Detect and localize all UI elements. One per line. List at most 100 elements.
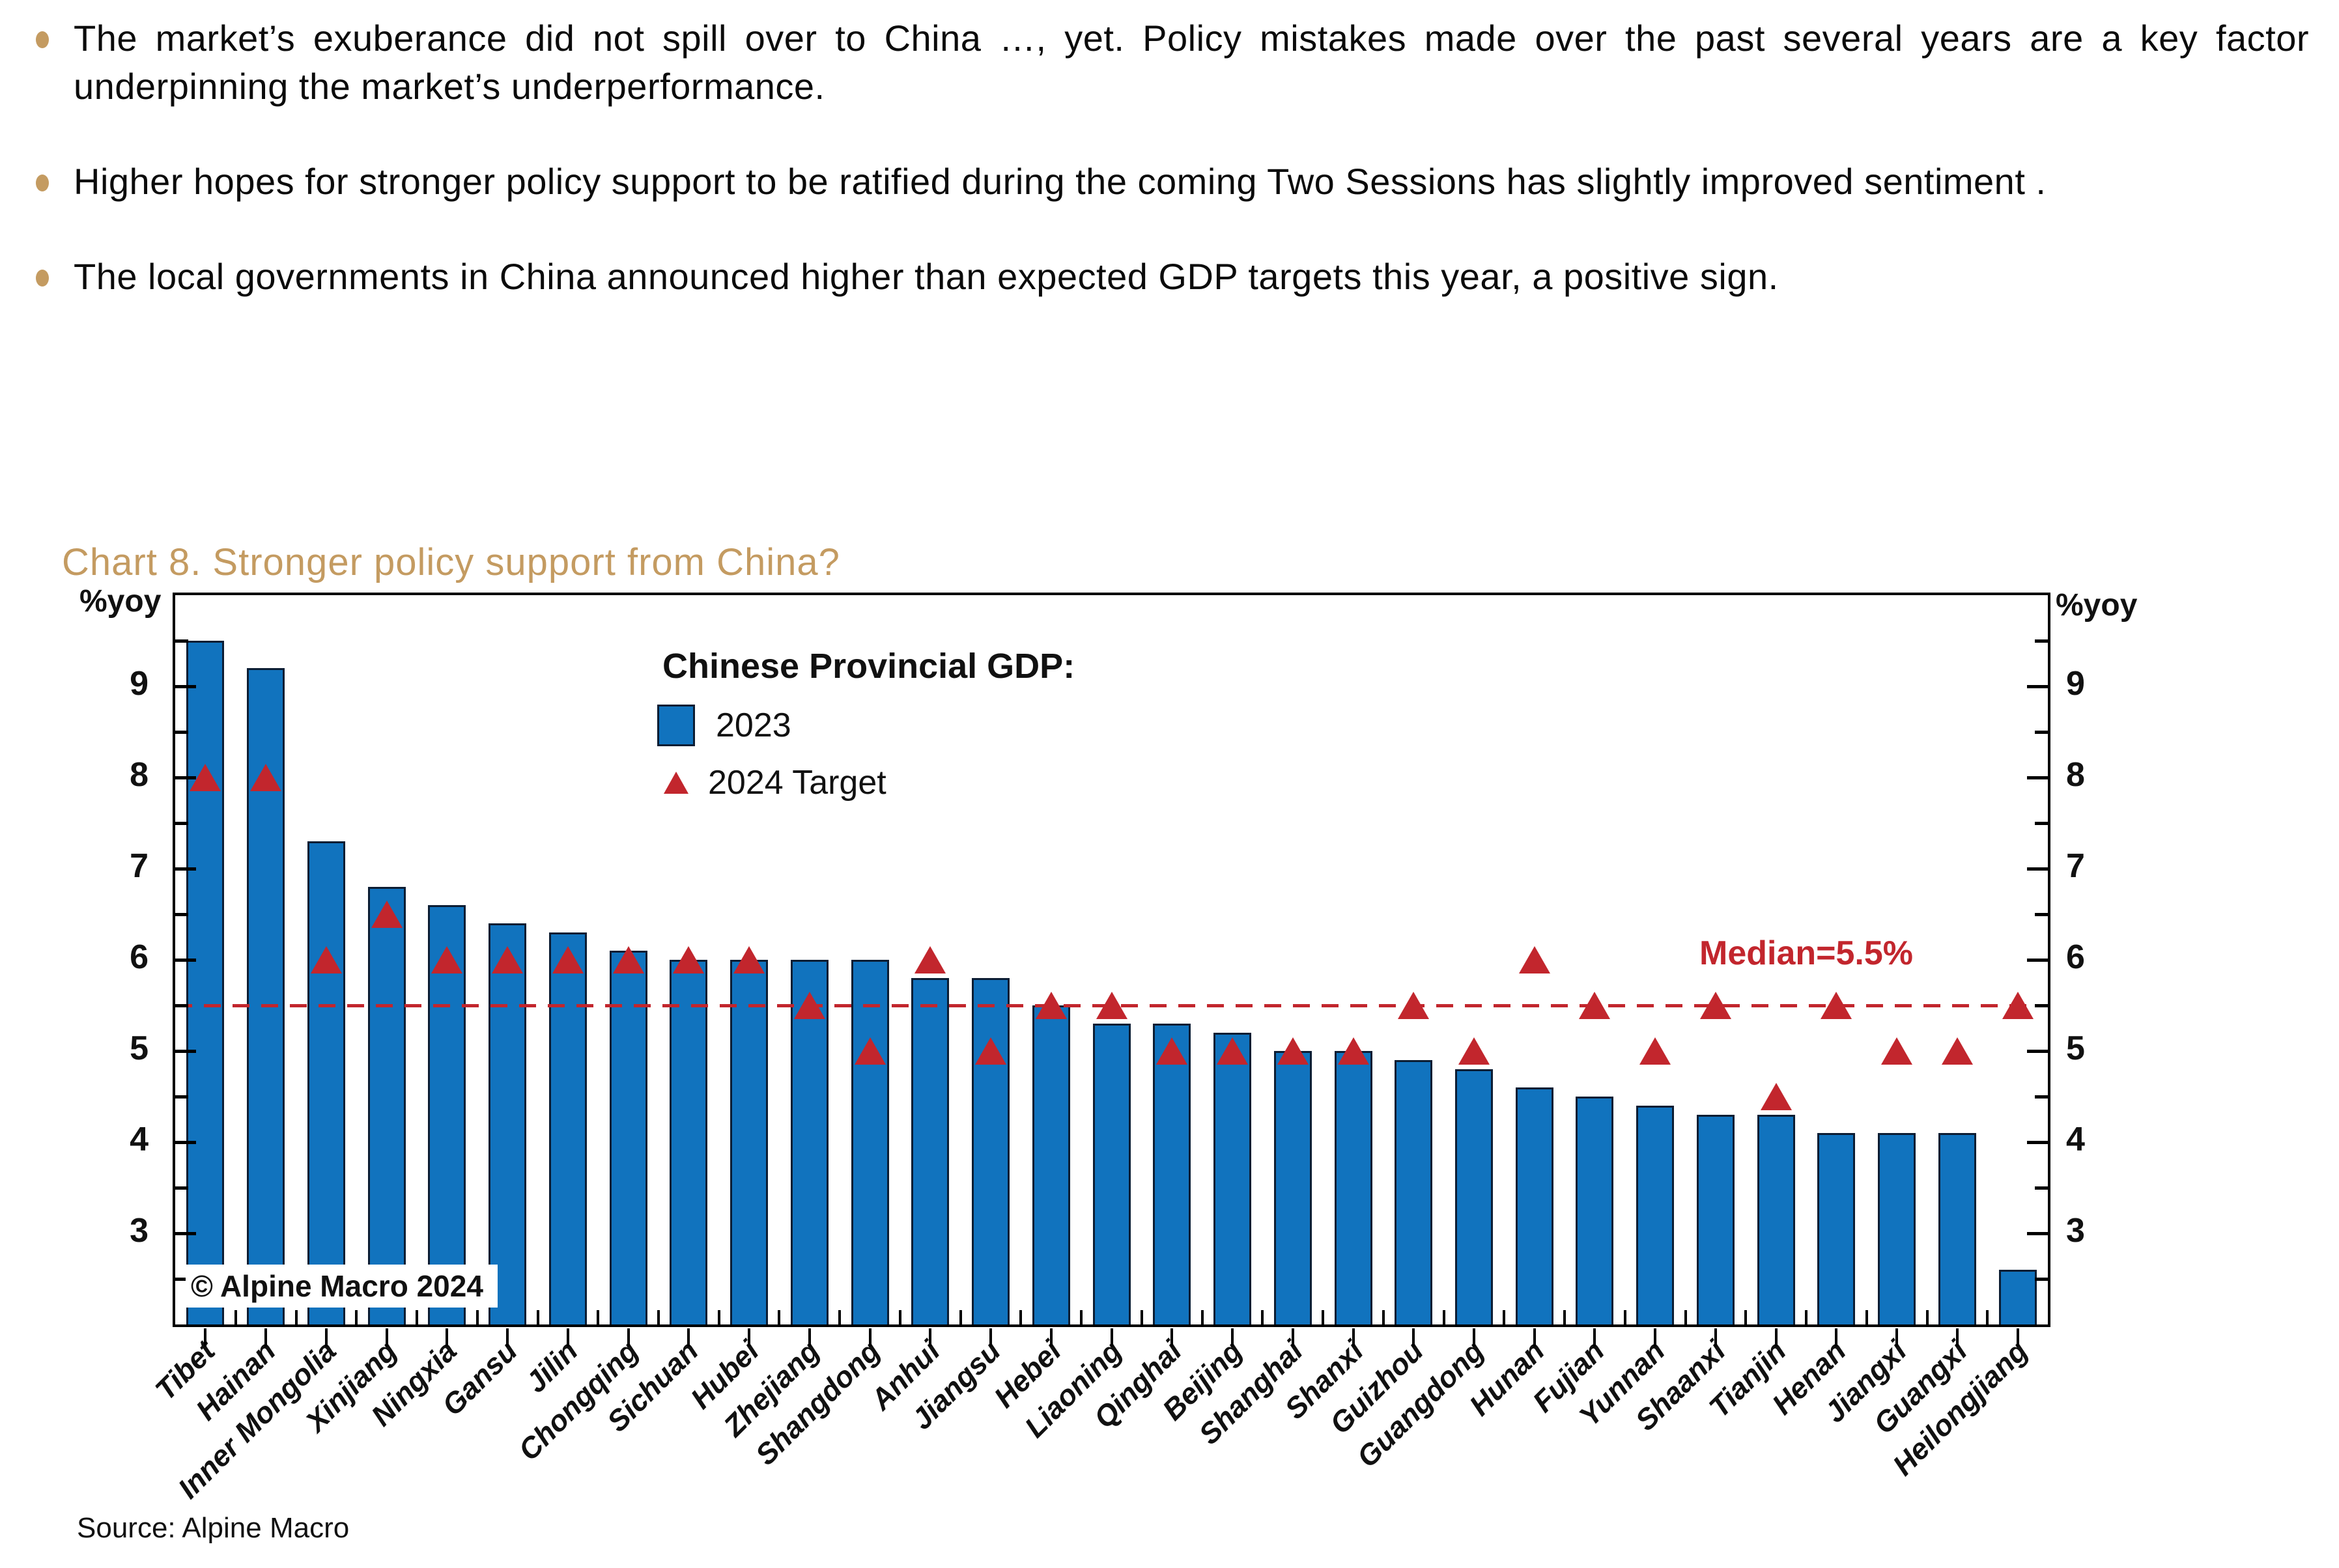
bar-guizhou xyxy=(1395,1060,1433,1324)
y-axis-label-left-9: 9 xyxy=(130,665,149,703)
y-axis-tick xyxy=(2035,1095,2048,1099)
target-marker-fujian xyxy=(1579,992,1611,1019)
target-marker-gansu xyxy=(492,946,524,973)
y-axis-label-left-7: 7 xyxy=(130,847,149,885)
legend-triangle-icon xyxy=(664,772,688,794)
y-axis-tick xyxy=(175,776,196,779)
bar-qinghai xyxy=(1153,1024,1191,1324)
target-marker-xinjiang xyxy=(371,901,403,928)
x-axis-minor-tick xyxy=(778,1310,781,1324)
target-marker-liaoning xyxy=(1096,992,1127,1019)
x-axis-tick xyxy=(627,1328,630,1347)
x-axis-tick xyxy=(204,1328,207,1347)
x-axis-minor-tick xyxy=(1322,1310,1325,1324)
source-note: Source: Alpine Macro xyxy=(77,1512,350,1544)
y-axis-tick xyxy=(2035,1186,2048,1190)
y-axis-label-left-4: 4 xyxy=(130,1121,149,1158)
x-axis-tick xyxy=(1352,1328,1355,1347)
x-axis-tick xyxy=(566,1328,569,1347)
x-axis-minor-tick xyxy=(1382,1310,1385,1324)
median-annotation: Median=5.5% xyxy=(1699,934,1914,972)
y-axis-tick xyxy=(175,731,188,734)
x-axis-minor-tick xyxy=(1684,1310,1687,1324)
target-marker-henan xyxy=(1821,992,1852,1019)
x-axis-minor-tick xyxy=(1261,1310,1264,1324)
bar-ningxia xyxy=(428,905,466,1324)
bar-guangxi xyxy=(1938,1133,1976,1324)
bar-tianjin xyxy=(1757,1115,1795,1324)
x-axis-tick xyxy=(1412,1328,1415,1347)
x-axis-tick xyxy=(1955,1328,1959,1347)
x-axis-minor-tick xyxy=(1744,1310,1748,1324)
bar-zhejiang xyxy=(790,960,829,1324)
bar-liaoning xyxy=(1092,1024,1131,1324)
x-axis-minor-tick xyxy=(1140,1310,1143,1324)
y-axis-tick xyxy=(175,822,188,825)
x-axis-minor-tick xyxy=(475,1310,479,1324)
target-marker-tibet xyxy=(190,764,221,791)
chart-legend: Chinese Provincial GDP: 2023 2024 Target xyxy=(657,646,1075,819)
copyright-watermark: © Alpine Macro 2024 xyxy=(186,1265,498,1308)
y-axis-tick xyxy=(2035,1278,2048,1281)
bar-chongqing xyxy=(609,951,647,1324)
target-marker-guangdong xyxy=(1458,1037,1490,1065)
y-axis-label-right-4: 4 xyxy=(2066,1121,2085,1158)
bar-shangdong xyxy=(851,960,889,1324)
target-marker-jilin xyxy=(552,946,584,973)
bullet-item-1: The market’s exuberance did not spill ov… xyxy=(36,14,2309,111)
bar-hebei xyxy=(1032,1005,1070,1324)
bullet-item-3: The local governments in China announced… xyxy=(36,253,2309,301)
y-axis-tick xyxy=(2027,685,2048,688)
x-axis-tick xyxy=(1593,1328,1596,1347)
target-marker-qinghai xyxy=(1156,1037,1188,1065)
bar-jiangxi xyxy=(1878,1133,1916,1324)
bar-inner-mongolia xyxy=(307,841,345,1324)
y-axis-tick xyxy=(175,913,188,916)
bullet-dot-icon xyxy=(36,174,49,191)
bullet-item-2: Higher hopes for stronger policy support… xyxy=(36,158,2309,206)
bar-yunnan xyxy=(1636,1106,1675,1324)
x-axis-tick xyxy=(446,1328,449,1347)
x-axis-minor-tick xyxy=(1623,1310,1626,1324)
x-axis-tick xyxy=(1835,1328,1838,1347)
x-axis-minor-tick xyxy=(536,1310,539,1324)
x-axis-minor-tick xyxy=(1805,1310,1807,1324)
target-marker-anhui xyxy=(914,946,946,973)
y-axis-tick xyxy=(175,1232,196,1235)
x-axis-minor-tick xyxy=(597,1310,600,1324)
x-axis-tick xyxy=(1774,1328,1778,1347)
y-axis-label-right-3: 3 xyxy=(2066,1212,2085,1250)
bar-fujian xyxy=(1576,1097,1614,1324)
target-marker-beijing xyxy=(1217,1037,1248,1065)
x-axis-tick xyxy=(506,1328,509,1347)
target-marker-tianjin xyxy=(1760,1083,1792,1110)
y-axis-tick xyxy=(2027,776,2048,779)
bar-shaanxi xyxy=(1696,1115,1735,1324)
x-axis-tick xyxy=(2016,1328,2019,1347)
bar-guangdong xyxy=(1455,1069,1493,1324)
x-axis-tick xyxy=(748,1328,750,1347)
bullet-text-1: The market’s exuberance did not spill ov… xyxy=(74,18,2309,107)
y-axis-label-right-9: 9 xyxy=(2066,665,2085,703)
y-axis-tick xyxy=(175,867,196,871)
bullet-text-2: Higher hopes for stronger policy support… xyxy=(74,160,2047,202)
x-axis-tick xyxy=(868,1328,872,1347)
bullet-list: The market’s exuberance did not spill ov… xyxy=(36,14,2309,348)
x-axis-tick xyxy=(1110,1328,1113,1347)
bar-jiangsu xyxy=(972,978,1010,1324)
y-axis-tick xyxy=(2027,1141,2048,1144)
y-axis-unit-left: %yoy xyxy=(79,584,162,619)
x-axis-minor-tick xyxy=(1019,1310,1023,1324)
target-marker-chongqing xyxy=(612,946,644,973)
legend-label-2024-target: 2024 Target xyxy=(708,764,886,802)
target-marker-heilongjiang xyxy=(2002,992,2034,1019)
x-axis-minor-tick xyxy=(1200,1310,1204,1324)
bar-shanghai xyxy=(1273,1051,1312,1324)
bar-hubei xyxy=(730,960,768,1324)
bar-gansu xyxy=(489,923,527,1324)
y-axis-unit-right: %yoy xyxy=(2056,588,2138,623)
legend-bar-swatch-icon xyxy=(657,705,695,746)
plot-area: Chinese Provincial GDP: 2023 2024 Target… xyxy=(173,593,2050,1347)
target-marker-hainan xyxy=(250,764,282,791)
legend-label-2023: 2023 xyxy=(716,707,791,744)
